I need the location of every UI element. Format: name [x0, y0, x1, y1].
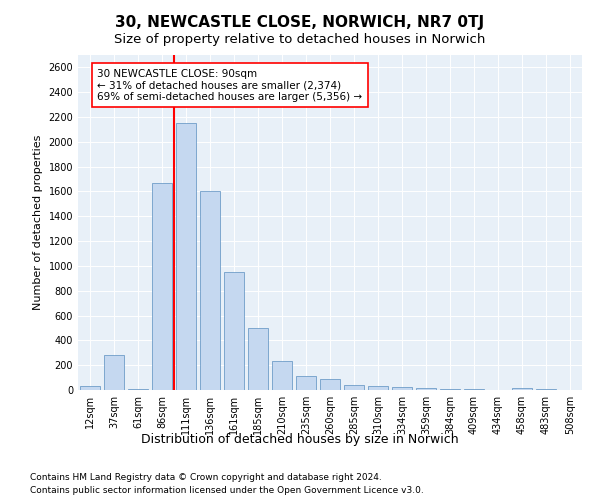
Text: Distribution of detached houses by size in Norwich: Distribution of detached houses by size … [141, 432, 459, 446]
Y-axis label: Number of detached properties: Number of detached properties [33, 135, 43, 310]
Text: Contains HM Land Registry data © Crown copyright and database right 2024.: Contains HM Land Registry data © Crown c… [30, 472, 382, 482]
Bar [200, 192, 220, 390]
Bar [320, 379, 340, 390]
Bar [152, 183, 172, 390]
Bar [248, 328, 268, 390]
Bar [392, 387, 412, 390]
Bar [344, 385, 364, 390]
Bar [224, 272, 244, 390]
Bar [80, 386, 100, 390]
Bar [272, 361, 292, 390]
Text: 30, NEWCASTLE CLOSE, NORWICH, NR7 0TJ: 30, NEWCASTLE CLOSE, NORWICH, NR7 0TJ [115, 15, 485, 30]
Text: Contains public sector information licensed under the Open Government Licence v3: Contains public sector information licen… [30, 486, 424, 495]
Bar [296, 376, 316, 390]
Bar [512, 388, 532, 390]
Bar [104, 356, 124, 390]
Bar [176, 123, 196, 390]
Bar [368, 386, 388, 390]
Bar [416, 388, 436, 390]
Text: 30 NEWCASTLE CLOSE: 90sqm
← 31% of detached houses are smaller (2,374)
69% of se: 30 NEWCASTLE CLOSE: 90sqm ← 31% of detac… [97, 68, 362, 102]
Bar [440, 389, 460, 390]
Text: Size of property relative to detached houses in Norwich: Size of property relative to detached ho… [115, 32, 485, 46]
